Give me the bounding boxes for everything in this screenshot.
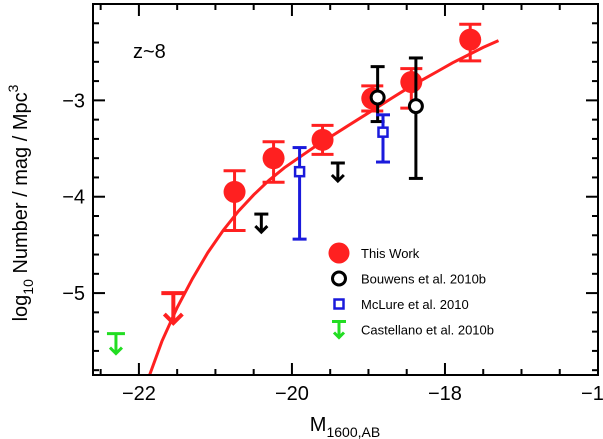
bouwens-upper-limit-head [330,173,345,184]
x-tick-label: −18 [428,383,462,405]
redshift-annotation: z~8 [133,41,166,63]
y-tick-label: −5 [62,283,85,305]
x-axis-label-sub: 1600,AB [326,424,380,439]
y-axis-label-log-sub: 10 [20,279,36,295]
this-work-point [223,180,246,203]
legend-castellano-marker-head [332,331,346,340]
this-work-point [311,128,334,151]
x-tick-label: −16 [581,383,603,405]
this-work-point [400,71,423,94]
y-axis-label: log10 Number / mag / Mpc3 [5,84,36,321]
axis-ticks: −22 −20 −18 −16 −5 −4 −3 [62,4,603,405]
legend: This Work Bouwens et al. 2010b McLure et a… [328,242,494,340]
legend-label: This Work [361,246,420,261]
this-work-point [459,28,482,51]
bouwens-point [407,98,424,115]
data-marks [106,22,482,356]
legend-bouwens-marker [331,270,347,287]
legend-mclure-marker [333,298,345,310]
castellano-upper-limit-head [108,346,124,356]
x-axis-label-main: M [310,414,327,436]
y-axis-label-rest: Number / mag / Mpc [10,92,32,279]
plot-frame [92,3,599,376]
legend-label: McLure et al. 2010 [361,297,469,312]
y-axis-label-log: log [10,295,32,322]
mclure-point [293,165,306,178]
y-axis-label-sup: 3 [5,84,21,92]
y-tick-label: −4 [62,187,85,209]
x-axis-label: M1600,AB [310,414,380,439]
mclure-point [377,126,389,138]
bouwens-upper-limit-head [254,225,269,235]
legend-label: Castellano et al. 2010b [361,323,494,338]
x-tick-label: −22 [122,383,156,405]
this-work-point [262,147,285,170]
this-work-upper-limit-head [162,312,184,326]
bouwens-point [369,89,386,106]
legend-this-work-marker [328,242,350,264]
legend-label: Bouwens et al. 2010b [361,272,486,287]
x-tick-label: −20 [275,383,309,405]
y-tick-label: −3 [62,90,85,112]
